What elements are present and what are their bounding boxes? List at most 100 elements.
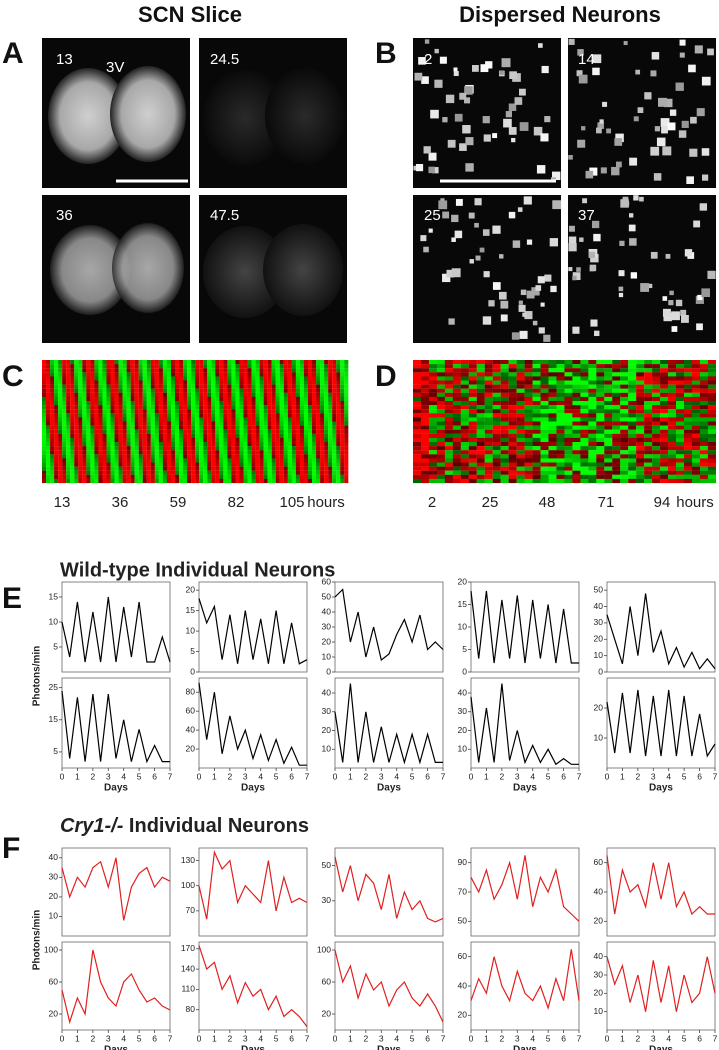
heat-cell bbox=[90, 429, 95, 434]
heat-cell bbox=[191, 425, 196, 430]
heat-cell bbox=[187, 405, 192, 410]
heat-cell bbox=[134, 421, 139, 426]
heat-cell bbox=[452, 368, 461, 373]
heat-cell bbox=[179, 478, 184, 484]
heat-cell bbox=[235, 380, 240, 385]
heat-cell bbox=[444, 380, 453, 385]
heat-cell bbox=[86, 454, 91, 459]
heat-cell bbox=[604, 478, 613, 484]
heat-cell bbox=[199, 405, 204, 410]
heat-cell bbox=[287, 458, 292, 463]
heat-cell bbox=[146, 433, 151, 438]
heat-cell bbox=[699, 396, 709, 402]
heat-cell bbox=[130, 384, 135, 389]
heat-cell bbox=[235, 364, 240, 369]
heat-cell bbox=[118, 474, 123, 479]
heat-cell bbox=[303, 384, 309, 389]
heat-cell bbox=[336, 409, 341, 414]
heat-cell bbox=[162, 454, 167, 459]
heat-cell bbox=[279, 478, 284, 484]
heat-cell bbox=[476, 392, 485, 397]
heat-cell bbox=[540, 401, 549, 406]
heat-cell bbox=[106, 425, 111, 430]
heat-cell bbox=[620, 425, 629, 430]
heat-cell bbox=[508, 417, 517, 422]
heat-cell bbox=[291, 442, 296, 447]
heat-cell bbox=[223, 437, 228, 443]
heat-cell bbox=[203, 409, 208, 414]
heat-cell bbox=[316, 433, 321, 438]
trace bbox=[470, 855, 580, 922]
heat-cell bbox=[195, 364, 200, 369]
heat-cell bbox=[476, 405, 485, 410]
heat-cell bbox=[413, 421, 422, 426]
heat-cell bbox=[460, 458, 469, 463]
heat-cell bbox=[320, 405, 325, 410]
heat-cell bbox=[307, 437, 313, 443]
cell bbox=[518, 304, 526, 312]
heat-cell bbox=[413, 433, 422, 438]
heat-cell bbox=[138, 474, 143, 479]
heat-cell bbox=[271, 458, 276, 463]
heat-cell bbox=[126, 450, 131, 455]
heat-cell bbox=[420, 429, 430, 434]
heat-cell bbox=[231, 405, 236, 410]
heat-cell bbox=[243, 405, 248, 410]
heat-cell bbox=[413, 401, 422, 406]
heat-cell bbox=[299, 478, 305, 484]
heat-cell bbox=[452, 425, 461, 430]
heat-cell bbox=[460, 364, 469, 369]
heat-cell bbox=[114, 446, 119, 451]
heat-cell bbox=[142, 458, 147, 463]
cell bbox=[430, 109, 439, 119]
heat-cell bbox=[162, 450, 167, 455]
heat-cell bbox=[444, 429, 453, 434]
heat-cell bbox=[199, 429, 204, 434]
cell bbox=[650, 70, 657, 77]
heat-cell bbox=[299, 364, 305, 369]
heat-cell bbox=[255, 429, 260, 434]
heat-cell bbox=[170, 413, 176, 418]
heat-cell bbox=[154, 454, 159, 459]
heat-cell bbox=[146, 425, 151, 430]
heat-cell bbox=[691, 409, 701, 414]
heat-cell bbox=[54, 478, 59, 484]
y-tick-label: 15 bbox=[186, 605, 196, 615]
heat-cell bbox=[516, 368, 525, 373]
heat-cell bbox=[484, 405, 493, 410]
heat-cell bbox=[636, 392, 645, 397]
heat-cell bbox=[324, 478, 329, 484]
heat-cell bbox=[162, 478, 167, 484]
heat-cell bbox=[604, 442, 613, 447]
heat-cell bbox=[46, 360, 51, 365]
heat-cell bbox=[420, 372, 430, 377]
heat-cell bbox=[699, 429, 709, 434]
heat-cell bbox=[316, 437, 321, 443]
y-tick-label: 10 bbox=[458, 621, 468, 631]
heat-cell bbox=[58, 478, 63, 484]
heat-cell bbox=[548, 425, 557, 430]
heat-cell bbox=[219, 429, 224, 434]
cell bbox=[459, 92, 467, 100]
heat-cell bbox=[452, 372, 461, 377]
heat-cell bbox=[620, 409, 629, 414]
heat-cell bbox=[436, 372, 446, 377]
heat-cell bbox=[340, 425, 345, 430]
heat-cell bbox=[138, 421, 143, 426]
heat-cell bbox=[211, 425, 216, 430]
heat-cell bbox=[307, 470, 313, 475]
heat-cell bbox=[207, 388, 212, 393]
heat-cell bbox=[596, 450, 605, 455]
heat-cell bbox=[82, 433, 87, 438]
heat-cell bbox=[428, 376, 438, 381]
heat-cell bbox=[287, 474, 292, 479]
heat-cell bbox=[195, 478, 200, 484]
cell bbox=[523, 196, 532, 205]
heat-cell bbox=[179, 470, 184, 475]
heat-cell bbox=[154, 360, 159, 365]
heat-cell bbox=[540, 429, 549, 434]
y-tick-label: 70 bbox=[186, 905, 196, 915]
heat-cell bbox=[644, 392, 653, 397]
heat-cell bbox=[500, 474, 509, 479]
heat-cell bbox=[668, 454, 677, 459]
